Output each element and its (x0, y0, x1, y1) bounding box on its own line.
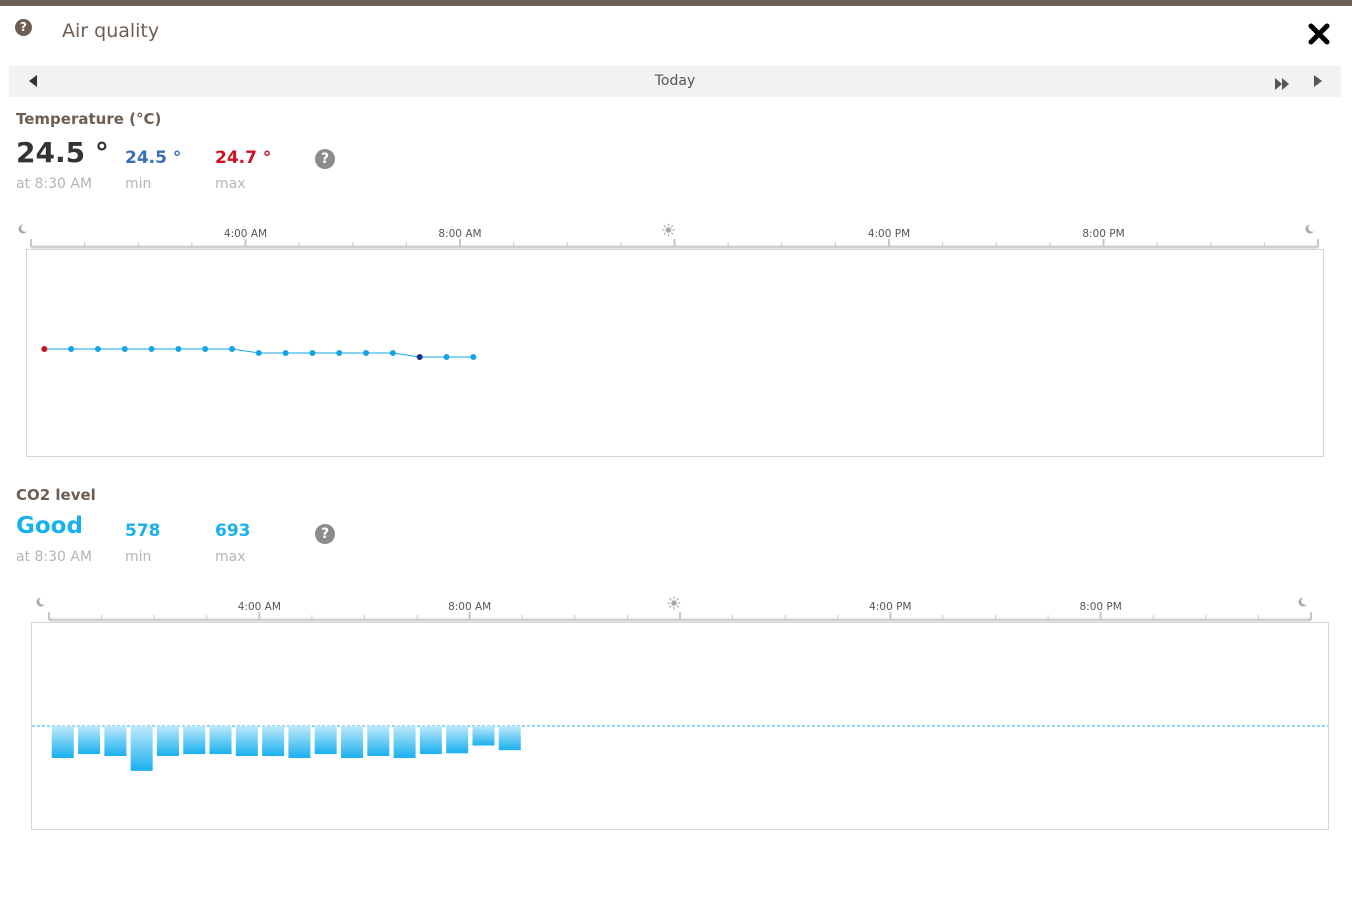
co2-chart (31, 622, 1329, 830)
co2-bar (262, 726, 285, 757)
date-navigation-bar: Today (9, 66, 1341, 97)
co2-help-icon[interactable]: ? (315, 524, 335, 544)
temperature-min-value: 24.5 ° (125, 148, 182, 168)
co2-tick-label: 8:00 PM (1080, 601, 1122, 613)
temperature-tick-label: 4:00 PM (868, 228, 910, 240)
help-icon[interactable]: ? (15, 19, 32, 36)
co2-bar (78, 726, 101, 755)
temperature-data-point (229, 346, 235, 352)
co2-max-label: max (215, 549, 246, 565)
temperature-chart (26, 249, 1324, 457)
previous-day-icon[interactable] (29, 75, 37, 87)
temperature-data-point (443, 354, 450, 360)
moon-icon (1305, 223, 1317, 234)
temperature-time-axis: 4:00 AM 8:00 AM 4:00 PM 8:00 PM (18, 223, 1319, 249)
co2-bar (472, 726, 495, 746)
sun-icon (662, 223, 675, 237)
co2-bar (314, 726, 337, 755)
co2-bar (235, 726, 258, 757)
co2-bar (130, 726, 153, 771)
temperature-data-point (94, 346, 101, 352)
co2-min-label: min (125, 549, 152, 565)
co2-bar (156, 726, 179, 757)
co2-bar (183, 726, 206, 755)
co2-bar (498, 726, 521, 751)
co2-current-time: at 8:30 AM (16, 549, 93, 565)
fast-forward-icon[interactable] (1275, 75, 1291, 90)
temperature-data-point (282, 350, 289, 356)
page-title: Air quality (62, 20, 160, 42)
temperature-data-point (309, 350, 316, 356)
co2-status: Good (16, 513, 83, 539)
co2-bar (367, 726, 390, 757)
temperature-tick-label: 8:00 AM (438, 228, 481, 240)
temperature-data-point (416, 354, 423, 360)
co2-section-title: CO2 level (16, 486, 96, 504)
temperature-section-title: Temperature (°C) (16, 110, 162, 128)
temperature-min-label: min (125, 176, 152, 192)
temperature-data-point (255, 350, 262, 356)
co2-tick-label: 4:00 PM (869, 601, 911, 613)
temperature-max-value: 24.7 ° (215, 148, 272, 168)
next-day-icon[interactable] (1314, 75, 1322, 87)
temperature-max-label: max (215, 176, 246, 192)
co2-bar (209, 726, 232, 755)
temperature-current-time: at 8:30 AM (16, 176, 93, 192)
co2-max-value: 693 (215, 521, 251, 541)
temperature-tick-label: 4:00 AM (224, 228, 267, 240)
co2-bar (104, 726, 127, 757)
moon-icon (36, 596, 48, 607)
temperature-data-point (68, 346, 75, 352)
co2-bar (419, 726, 442, 755)
temperature-data-point (175, 346, 182, 352)
temperature-data-point (148, 346, 155, 352)
co2-bar (393, 726, 416, 758)
temperature-data-point (389, 350, 396, 356)
temperature-data-point (121, 346, 128, 352)
temperature-data-point (202, 346, 209, 352)
temperature-data-point (363, 350, 370, 356)
moon-icon (18, 223, 30, 234)
co2-bar (446, 726, 469, 754)
temperature-data-point (336, 350, 343, 356)
top-bar (0, 0, 1352, 6)
co2-min-value: 578 (125, 521, 161, 541)
close-icon[interactable] (1306, 21, 1332, 47)
chart-frame (26, 249, 1324, 457)
temperature-help-icon[interactable]: ? (315, 149, 335, 169)
co2-bar (341, 726, 363, 758)
co2-time-axis: 4:00 AM 8:00 AM 4:00 PM 8:00 PM (36, 596, 1312, 622)
temperature-tick-label: 8:00 PM (1082, 228, 1124, 240)
temperature-data-point (470, 354, 477, 360)
co2-bar (288, 726, 311, 758)
temperature-data-point (41, 346, 48, 352)
temperature-current-value: 24.5 ° (16, 136, 109, 169)
co2-tick-label: 4:00 AM (238, 601, 281, 613)
period-label: Today (654, 73, 696, 89)
co2-bar (51, 726, 74, 758)
co2-tick-label: 8:00 AM (448, 601, 491, 613)
sun-icon (667, 596, 681, 610)
moon-icon (1298, 596, 1310, 607)
